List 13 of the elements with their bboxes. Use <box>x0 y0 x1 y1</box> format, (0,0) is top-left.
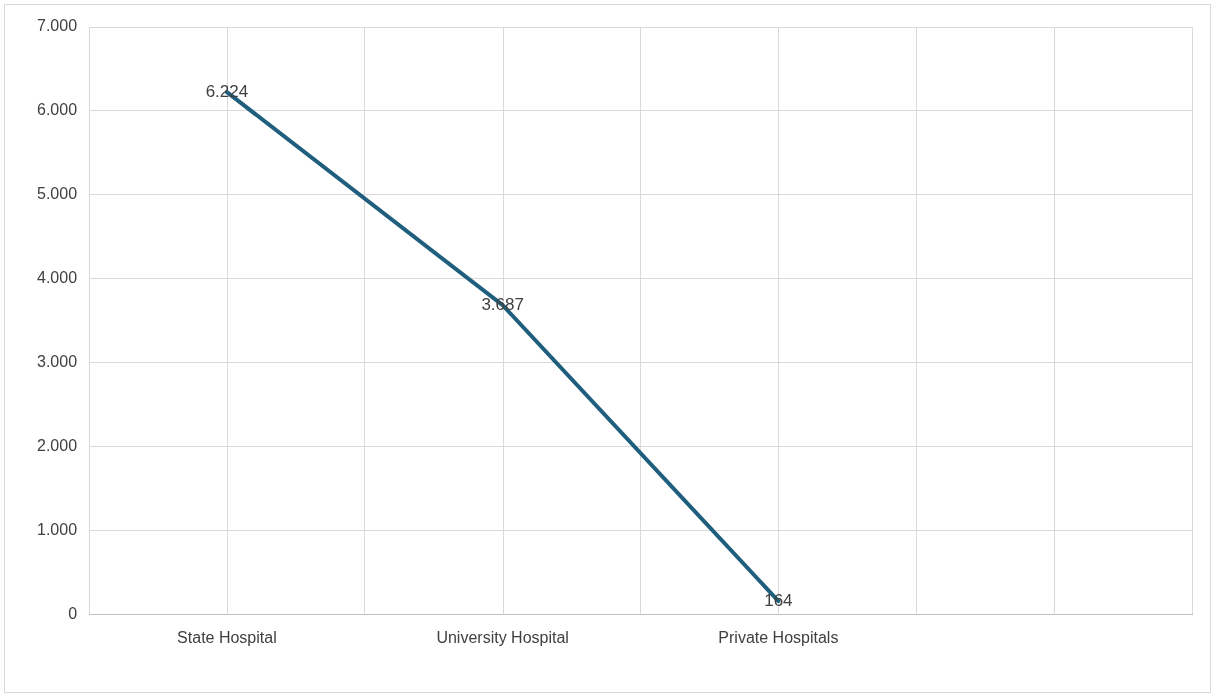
x-tick-label: Private Hospitals <box>718 628 839 646</box>
y-tick-label: 2.000 <box>36 437 78 455</box>
y-tick-label: 5.000 <box>36 185 78 203</box>
text: 6.224 <box>205 81 249 101</box>
y-tick-label: 3.000 <box>36 353 78 371</box>
y-tick-label: 1.000 <box>36 521 78 539</box>
y-tick-label: 6.000 <box>36 101 78 119</box>
y-tick-label: 4.000 <box>36 269 78 287</box>
y-tick-label: 0 <box>68 605 78 623</box>
text: 164 <box>764 590 793 610</box>
x-tick-label: University Hospital <box>436 628 569 646</box>
y-tick-label: 7.000 <box>36 17 78 35</box>
x-tick-label: State Hospital <box>177 628 277 646</box>
